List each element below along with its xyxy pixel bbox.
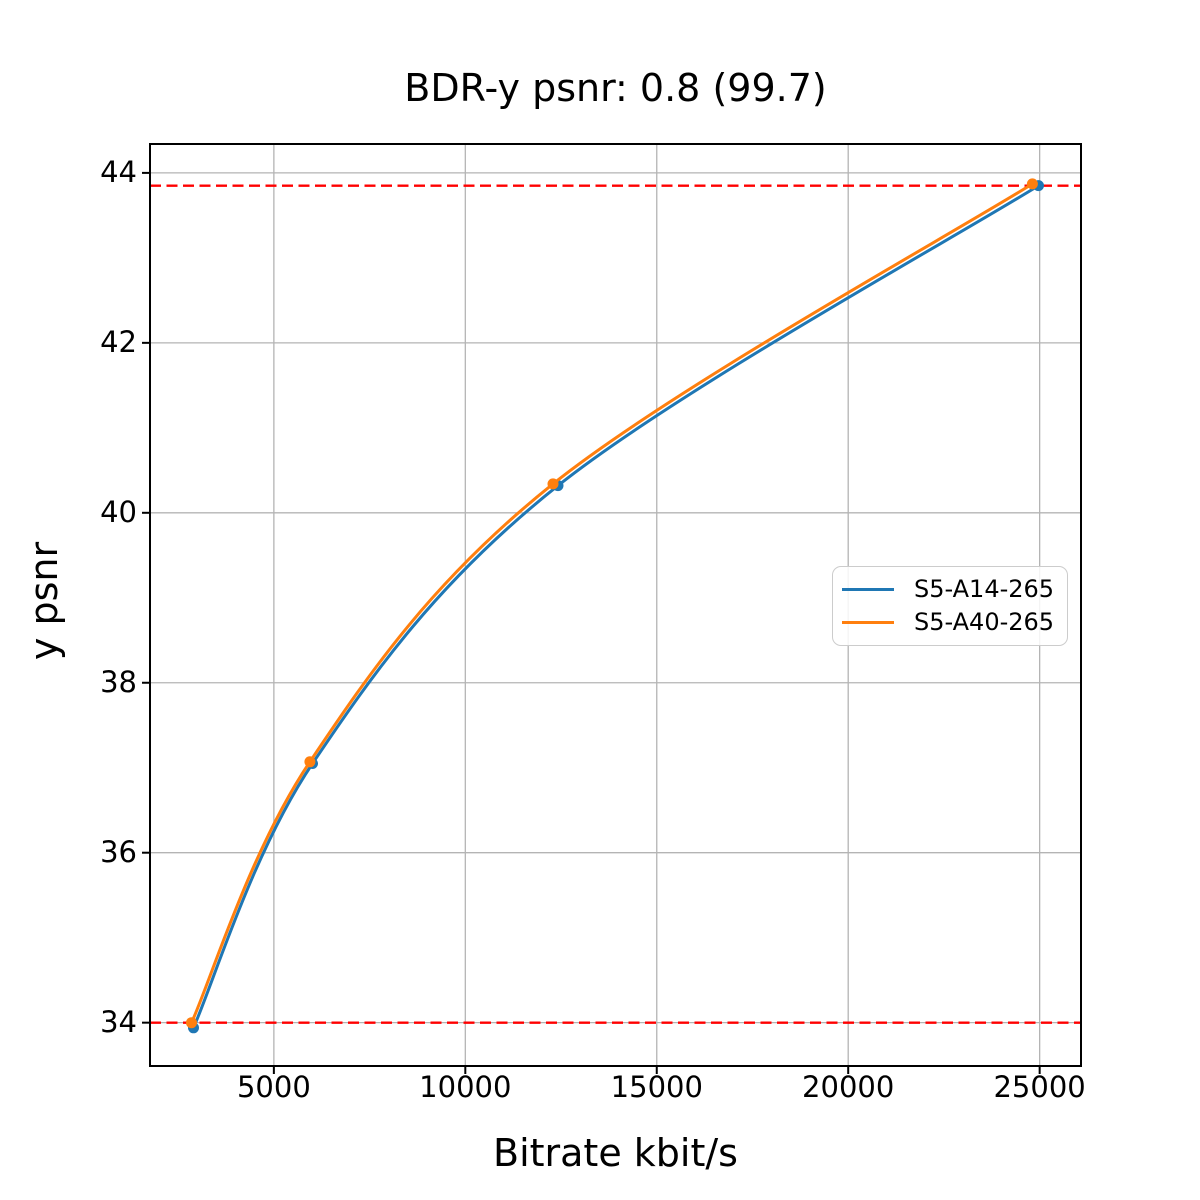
data-point-S5-A40-265: [186, 1017, 197, 1029]
legend-line-sample: [842, 587, 894, 592]
data-point-S5-A40-265: [304, 756, 316, 768]
x-tick-label-5000: 5000: [236, 1070, 311, 1104]
chart-title: BDR-y psnr: 0.8 (99.7): [404, 66, 827, 110]
x-axis-label: Bitrate kbit/s: [493, 1131, 738, 1175]
data-point-S5-A40-265: [547, 478, 559, 490]
y-tick-label-44: 44: [100, 154, 137, 189]
legend-line-sample: [842, 620, 894, 625]
legend-item-S5-A40-265: S5-A40-265: [842, 608, 1056, 637]
y-tick-label-36: 36: [100, 834, 137, 869]
x-tick-label-15000: 15000: [610, 1070, 703, 1104]
legend-label: S5-A14-265: [914, 575, 1055, 604]
legend-item-S5-A14-265: S5-A14-265: [842, 575, 1056, 604]
data-point-S5-A40-265: [1026, 178, 1038, 190]
y-tick-label-40: 40: [100, 494, 137, 529]
x-tick-label-10000: 10000: [419, 1070, 512, 1104]
y-tick-label-34: 34: [100, 1004, 137, 1039]
y-tick-label-42: 42: [100, 324, 137, 359]
x-tick-label-25000: 25000: [993, 1070, 1086, 1104]
x-tick-label-20000: 20000: [802, 1070, 895, 1104]
axes-spines: [149, 143, 1082, 1067]
series-line-S5-A40-265: [190, 182, 1034, 1025]
y-axis-label: y psnr: [22, 541, 66, 661]
legend: S5-A14-265 S5-A40-265: [832, 566, 1068, 646]
series-line-S5-A14-265: [191, 184, 1040, 1030]
y-tick-label-38: 38: [100, 664, 137, 699]
legend-label: S5-A40-265: [914, 608, 1055, 637]
